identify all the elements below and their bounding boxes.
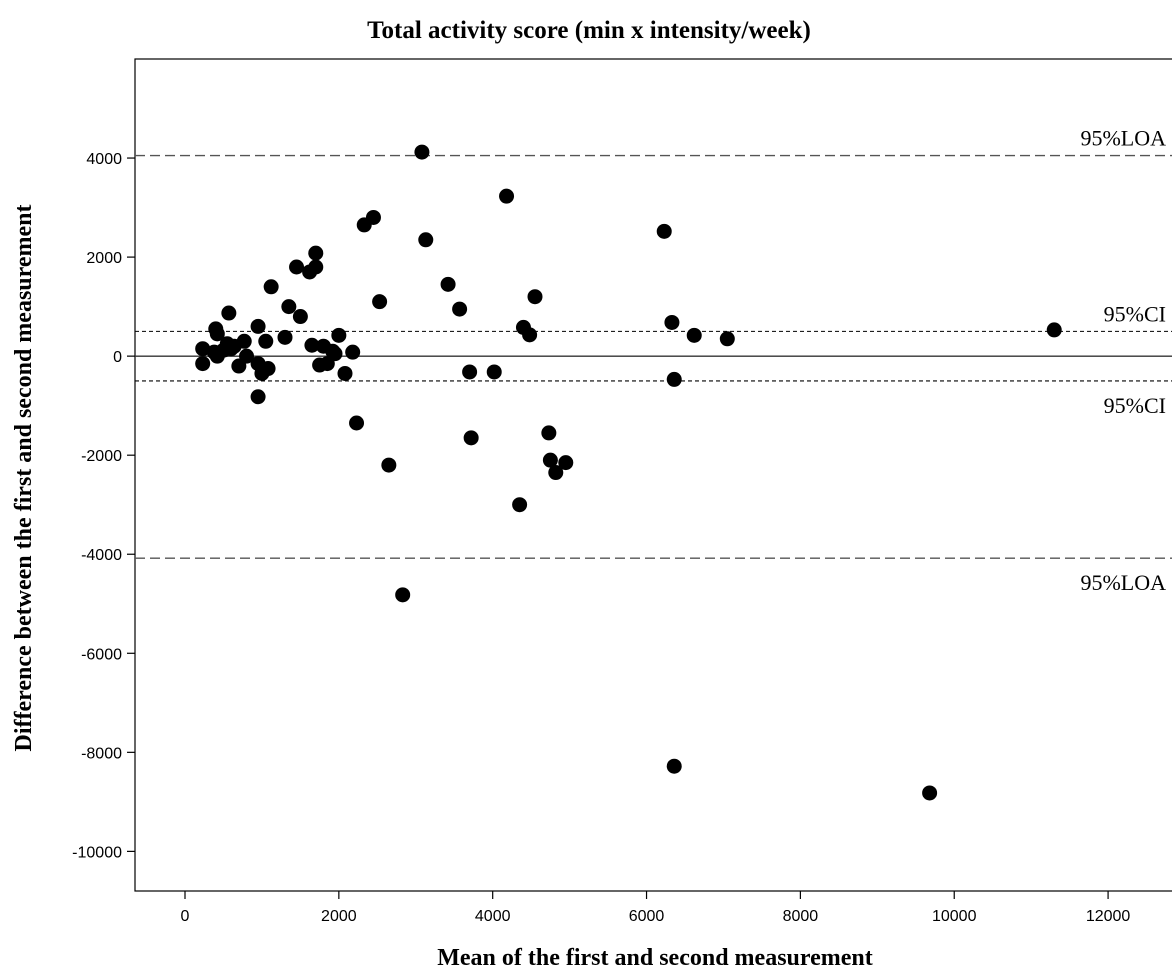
data-point-60 [664, 314, 680, 330]
data-point-1 [195, 356, 211, 372]
data-point-28 [308, 259, 324, 275]
data-point-40 [372, 294, 388, 310]
data-point-61 [666, 371, 682, 387]
data-point-50 [499, 188, 515, 204]
plot-frame [134, 58, 1172, 892]
x-axis-title: Mean of the first and second measurement [437, 945, 873, 971]
x-tick-label-3: 6000 [629, 908, 665, 925]
data-point-46 [452, 301, 468, 317]
y-tick-label-2: -6000 [81, 646, 122, 663]
data-point-53 [522, 327, 538, 343]
x-tick-label-6: 12000 [1086, 908, 1131, 925]
x-tick-label-1: 2000 [321, 908, 357, 925]
data-point-12 [236, 333, 252, 349]
data-point-20 [263, 279, 279, 295]
data-point-62 [666, 758, 682, 774]
data-point-36 [345, 344, 361, 360]
data-point-19 [260, 361, 276, 377]
x-tick-label-2: 4000 [475, 908, 511, 925]
data-point-24 [292, 309, 308, 325]
data-point-33 [327, 346, 343, 362]
data-point-45 [440, 276, 456, 292]
data-point-14 [250, 318, 266, 334]
data-point-42 [395, 587, 411, 603]
data-point-27 [308, 245, 324, 261]
data-point-51 [512, 497, 528, 513]
x-axis-ticks: 0 2000 4000 6000 8000 10000 12000 [181, 891, 1131, 925]
data-point-64 [719, 331, 735, 347]
data-point-63 [686, 327, 702, 343]
data-point-41 [381, 457, 397, 473]
y-tick-label-5: 0 [113, 349, 122, 366]
data-point-59 [656, 223, 672, 239]
data-point-39 [365, 209, 381, 225]
data-points [195, 144, 1062, 801]
data-point-48 [463, 430, 479, 446]
y-tick-label-3: -4000 [81, 547, 122, 564]
y-tick-label-0: -10000 [72, 844, 122, 861]
data-point-4 [209, 326, 225, 342]
y-tick-label-6: 2000 [86, 250, 122, 267]
reference-label-3: 95%CI [1104, 393, 1166, 418]
x-tick-label-5: 10000 [932, 908, 977, 925]
data-point-37 [349, 415, 365, 431]
data-point-49 [486, 364, 502, 380]
data-point-43 [414, 144, 430, 160]
chart-title: Total activity score (min x intensity/we… [367, 17, 811, 44]
data-point-55 [541, 425, 557, 441]
data-point-13 [239, 348, 255, 364]
y-tick-label-7: 4000 [86, 151, 122, 168]
data-point-8 [221, 305, 237, 321]
data-point-16 [250, 389, 266, 405]
x-tick-label-0: 0 [181, 908, 190, 925]
data-point-54 [527, 289, 543, 305]
data-point-44 [418, 232, 434, 248]
y-axis-ticks: -10000 -8000 -6000 -4000 -2000 0 2000 4000 [72, 151, 135, 861]
data-point-58 [558, 455, 574, 471]
reference-label-0: 95%LOA [1080, 126, 1166, 151]
reference-label-1: 95%CI [1104, 301, 1166, 326]
data-point-18 [258, 333, 274, 349]
y-tick-label-4: -2000 [81, 448, 122, 465]
data-point-23 [289, 259, 305, 275]
x-tick-label-4: 8000 [783, 908, 819, 925]
data-point-65 [922, 785, 938, 801]
data-point-34 [331, 327, 347, 343]
y-tick-label-1: -8000 [81, 745, 122, 762]
data-point-22 [281, 299, 297, 315]
data-point-57 [548, 465, 564, 481]
data-point-21 [277, 329, 293, 345]
reference-label-4: 95%LOA [1080, 570, 1166, 595]
data-point-47 [462, 364, 478, 380]
data-point-66 [1046, 322, 1062, 338]
data-point-0 [195, 341, 211, 357]
data-point-56 [542, 452, 558, 468]
y-axis-title: Difference between the first and second … [11, 204, 37, 751]
reference-lines: 95%LOA 95%CI 95%CI 95%LOA [135, 126, 1172, 595]
data-point-26 [304, 337, 320, 353]
data-point-35 [337, 365, 353, 381]
